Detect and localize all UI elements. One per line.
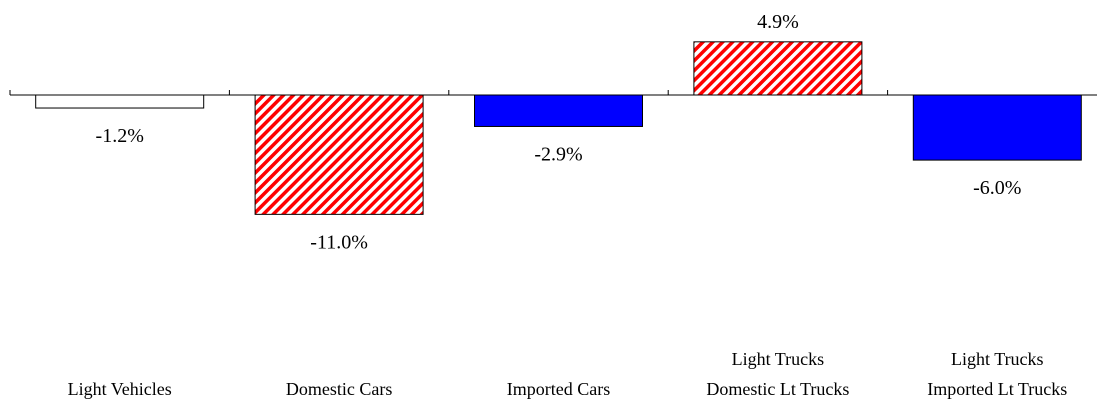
bar xyxy=(474,94,643,127)
data-label: -2.9% xyxy=(534,143,582,165)
data-label: 4.9% xyxy=(757,11,799,33)
bar xyxy=(254,94,424,215)
data-label: -6.0% xyxy=(973,177,1021,199)
x-tick-label: Domestic Cars xyxy=(286,379,392,399)
bars xyxy=(35,41,1082,215)
x-tick-label: Imported Lt Trucks xyxy=(927,379,1067,399)
x-axis xyxy=(9,90,1097,96)
x-tick-label: Domestic Lt Trucks xyxy=(706,379,849,399)
x-tick-label: Light Trucks xyxy=(732,349,825,369)
data-label: -11.0% xyxy=(310,231,368,253)
category-labels: Light Vehicles Domestic Cars Imported Cars… xyxy=(68,349,1068,399)
x-tick-label: Light Vehicles xyxy=(68,379,172,399)
x-tick-label: Light Trucks xyxy=(951,349,1044,369)
value-labels: -1.2% -11.0% -2.9% 4.9% -6.0% xyxy=(96,11,1022,254)
data-label: -1.2% xyxy=(96,125,144,147)
bar xyxy=(693,41,863,96)
x-tick-label: Imported Cars xyxy=(507,379,610,399)
bar xyxy=(912,94,1082,161)
bar xyxy=(35,94,205,109)
